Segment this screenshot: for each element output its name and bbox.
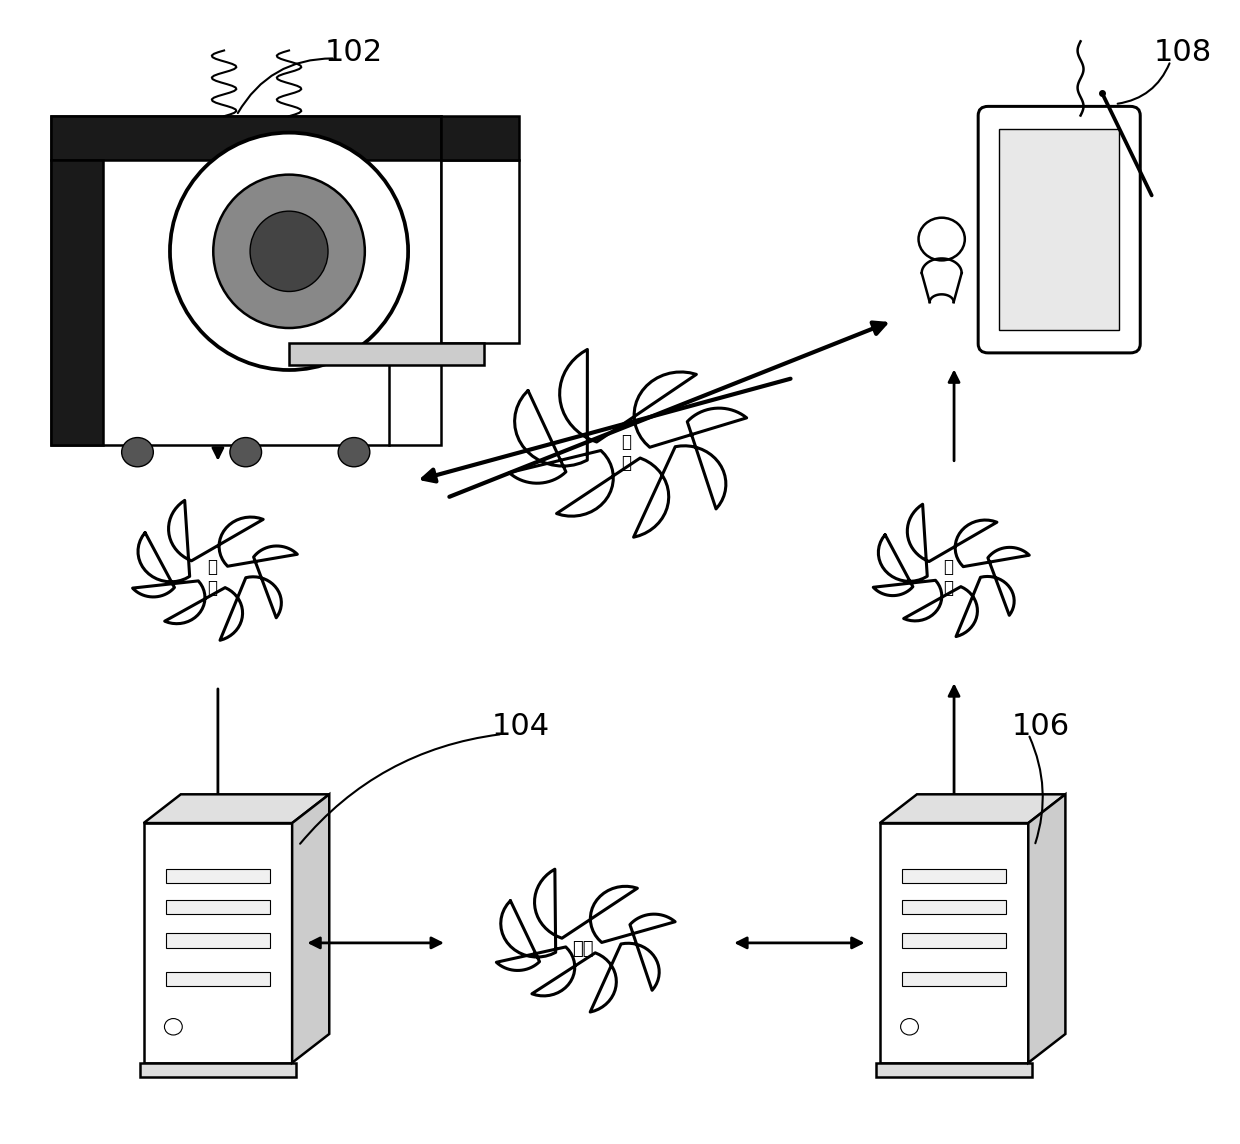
- Text: 网
络: 网 络: [942, 558, 952, 597]
- FancyBboxPatch shape: [901, 971, 1006, 986]
- Polygon shape: [293, 794, 330, 1063]
- FancyBboxPatch shape: [877, 1063, 1032, 1078]
- Text: 108: 108: [1153, 38, 1211, 67]
- FancyBboxPatch shape: [166, 900, 270, 914]
- Text: 网
络: 网 络: [621, 432, 631, 471]
- Polygon shape: [144, 794, 330, 823]
- FancyBboxPatch shape: [140, 1063, 296, 1078]
- Polygon shape: [1028, 794, 1065, 1063]
- FancyBboxPatch shape: [166, 934, 270, 947]
- FancyBboxPatch shape: [901, 934, 1006, 947]
- FancyBboxPatch shape: [51, 160, 103, 445]
- Text: 网
络: 网 络: [207, 558, 217, 597]
- FancyBboxPatch shape: [999, 129, 1118, 331]
- FancyBboxPatch shape: [901, 900, 1006, 914]
- FancyBboxPatch shape: [978, 106, 1141, 352]
- FancyBboxPatch shape: [144, 823, 293, 1063]
- FancyBboxPatch shape: [166, 868, 270, 883]
- FancyBboxPatch shape: [51, 117, 440, 160]
- Ellipse shape: [170, 133, 408, 370]
- FancyBboxPatch shape: [440, 117, 518, 160]
- Polygon shape: [873, 505, 1029, 636]
- Polygon shape: [289, 342, 484, 365]
- Polygon shape: [133, 500, 298, 641]
- Circle shape: [165, 1018, 182, 1035]
- Text: 104: 104: [492, 712, 551, 740]
- Text: 102: 102: [325, 38, 383, 67]
- FancyBboxPatch shape: [880, 823, 1028, 1063]
- Circle shape: [122, 437, 154, 467]
- Polygon shape: [51, 117, 440, 445]
- Circle shape: [339, 437, 370, 467]
- Circle shape: [229, 437, 262, 467]
- Ellipse shape: [213, 175, 365, 328]
- Polygon shape: [496, 869, 675, 1012]
- Polygon shape: [880, 794, 1065, 823]
- Polygon shape: [510, 349, 746, 538]
- Text: 网络: 网络: [572, 939, 594, 958]
- FancyBboxPatch shape: [440, 160, 518, 342]
- Circle shape: [919, 217, 965, 261]
- FancyBboxPatch shape: [166, 971, 270, 986]
- Text: 106: 106: [1012, 712, 1070, 740]
- Ellipse shape: [250, 212, 329, 292]
- FancyBboxPatch shape: [901, 868, 1006, 883]
- Circle shape: [900, 1018, 919, 1035]
